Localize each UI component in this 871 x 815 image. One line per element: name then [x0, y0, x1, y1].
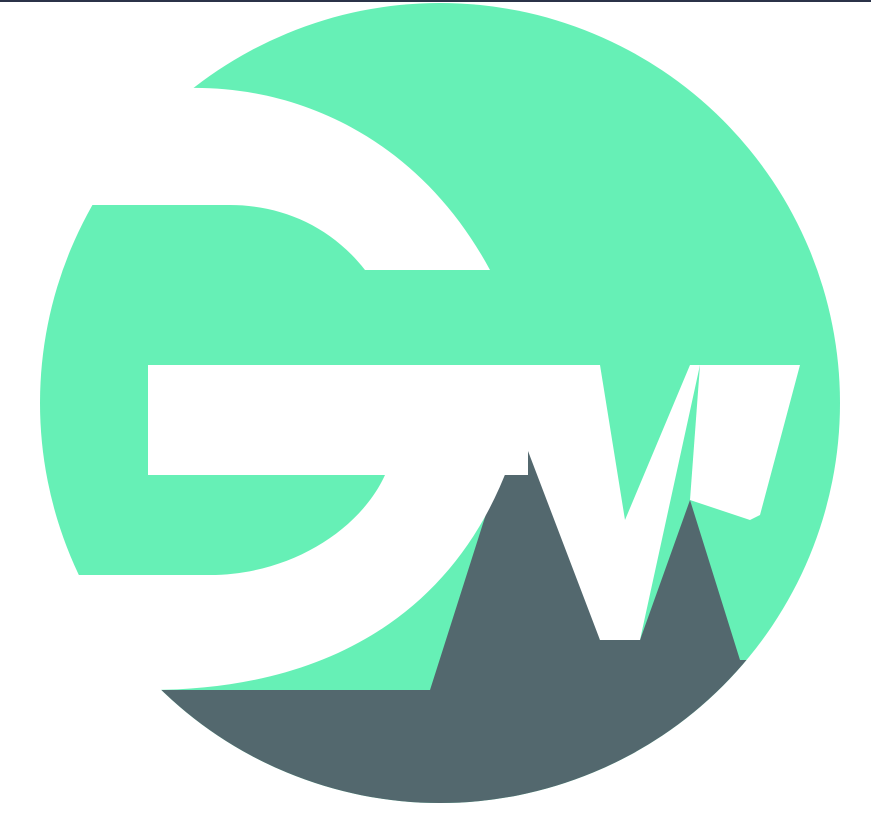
g-bowl-cut	[0, 365, 528, 815]
w-left-stroke	[520, 365, 700, 640]
gw-letterforms	[0, 87, 800, 815]
slate-region	[40, 430, 840, 803]
g-top-crescent	[0, 87, 490, 270]
w-right-stroke	[690, 365, 800, 520]
top-border	[0, 0, 871, 2]
g-crossbar	[148, 365, 528, 475]
